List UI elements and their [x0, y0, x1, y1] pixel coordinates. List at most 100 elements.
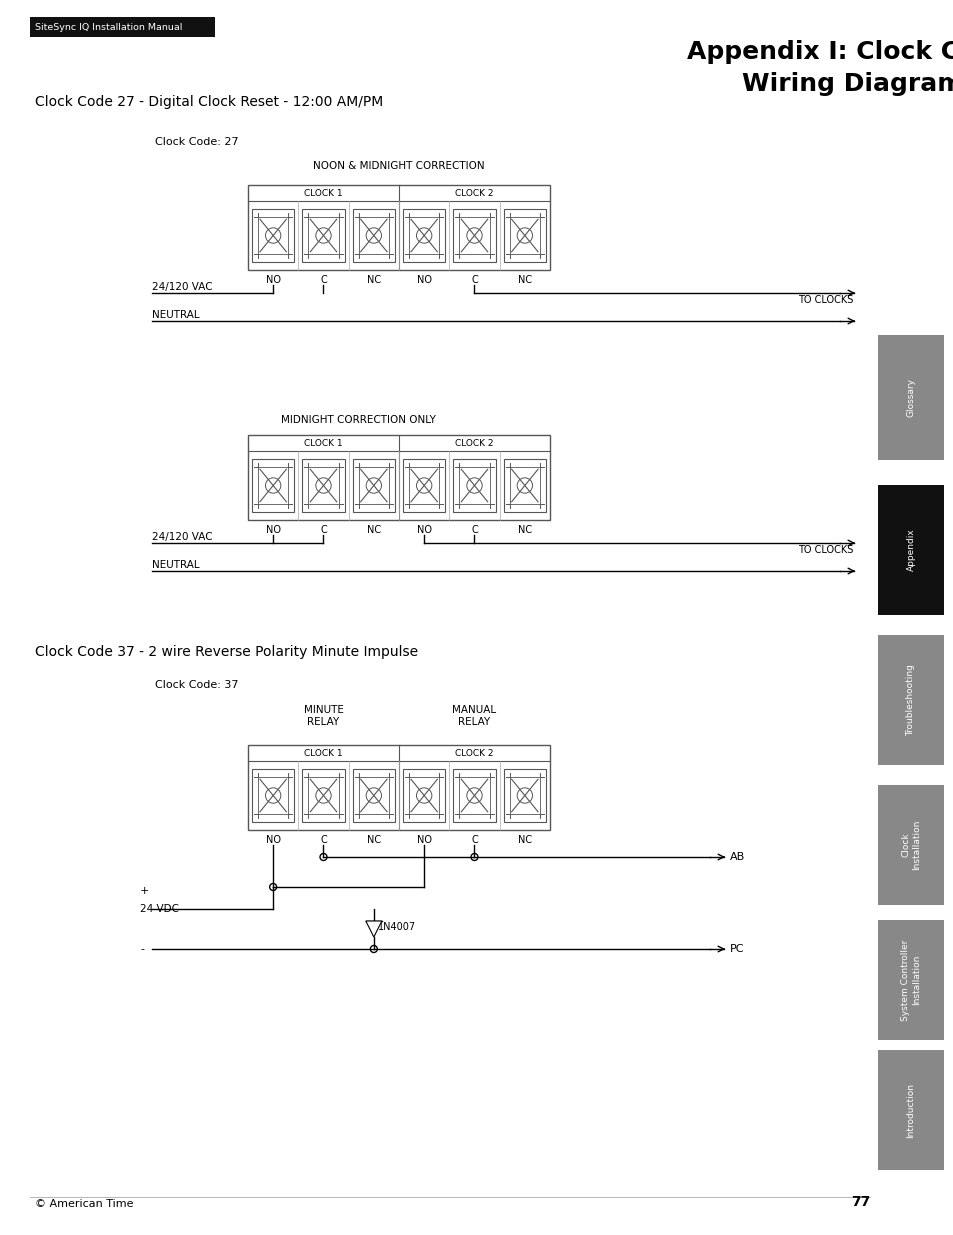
Text: NOON & MIDNIGHT CORRECTION: NOON & MIDNIGHT CORRECTION [313, 161, 484, 170]
Text: CLOCK 1: CLOCK 1 [304, 438, 342, 447]
Bar [503, 209, 545, 262]
Text: C: C [471, 275, 477, 285]
Text: C: C [471, 525, 477, 535]
Text: Clock Code 37 - 2 wire Reverse Polarity Minute Impulse: Clock Code 37 - 2 wire Reverse Polarity … [35, 645, 417, 659]
Text: C: C [471, 835, 477, 845]
Bar [458, 217, 489, 254]
Text: CLOCK 2: CLOCK 2 [455, 748, 494, 757]
Text: System Controller
Installation: System Controller Installation [901, 940, 920, 1020]
Bar [453, 768, 496, 823]
Text: 77: 77 [850, 1195, 869, 1209]
Bar [353, 209, 395, 262]
Text: NEUTRAL: NEUTRAL [152, 310, 199, 320]
Bar [358, 217, 389, 254]
Text: 1N4007: 1N4007 [377, 923, 416, 932]
Text: © American Time: © American Time [35, 1199, 133, 1209]
Bar [409, 467, 439, 504]
Text: C: C [320, 835, 327, 845]
Text: 24/120 VAC: 24/120 VAC [152, 532, 213, 542]
Bar [877, 485, 943, 615]
Bar [302, 458, 344, 513]
Text: Glossary: Glossary [905, 378, 915, 417]
Text: Appendix I: Clock Circuit: Appendix I: Clock Circuit [686, 40, 953, 64]
Bar [302, 209, 344, 262]
Text: NO: NO [416, 525, 431, 535]
Text: TO CLOCKS: TO CLOCKS [797, 545, 852, 555]
Text: 24 VDC: 24 VDC [140, 904, 179, 914]
Bar [409, 777, 439, 814]
Bar [308, 467, 338, 504]
Text: NC: NC [517, 835, 532, 845]
Bar [353, 458, 395, 513]
Bar [30, 17, 214, 37]
Bar [358, 777, 389, 814]
Text: NO: NO [416, 275, 431, 285]
Text: C: C [320, 525, 327, 535]
Polygon shape [365, 921, 381, 937]
Text: NC: NC [517, 275, 532, 285]
Bar [252, 458, 294, 513]
Text: Troubleshooting: Troubleshooting [905, 664, 915, 736]
Text: C: C [320, 275, 327, 285]
Text: Introduction: Introduction [905, 1083, 915, 1137]
Bar [503, 768, 545, 823]
Text: 24/120 VAC: 24/120 VAC [152, 282, 213, 291]
Text: NC: NC [366, 525, 380, 535]
Bar [308, 217, 338, 254]
Bar [503, 458, 545, 513]
Bar [877, 335, 943, 459]
Bar [409, 217, 439, 254]
Text: MINUTE
RELAY: MINUTE RELAY [303, 705, 343, 726]
Bar [257, 217, 288, 254]
Text: MANUAL
RELAY: MANUAL RELAY [452, 705, 497, 726]
Text: NC: NC [366, 835, 380, 845]
Text: CLOCK 1: CLOCK 1 [304, 748, 342, 757]
Bar [509, 467, 539, 504]
Text: NO: NO [265, 525, 280, 535]
Text: CLOCK 1: CLOCK 1 [304, 189, 342, 198]
Bar [248, 435, 550, 520]
Text: TO CLOCKS: TO CLOCKS [797, 295, 852, 305]
Bar [402, 209, 445, 262]
Bar [509, 777, 539, 814]
Bar [302, 768, 344, 823]
Text: Clock Code: 37: Clock Code: 37 [154, 680, 238, 690]
Bar [402, 458, 445, 513]
Text: CLOCK 2: CLOCK 2 [455, 438, 494, 447]
Text: Appendix: Appendix [905, 529, 915, 572]
Bar [358, 467, 389, 504]
Bar [453, 458, 496, 513]
Text: NO: NO [416, 835, 431, 845]
Bar [877, 1050, 943, 1170]
Bar [257, 467, 288, 504]
Text: AB: AB [729, 852, 744, 862]
Bar [453, 209, 496, 262]
Bar [877, 920, 943, 1040]
Text: PC: PC [729, 944, 743, 953]
Bar [353, 768, 395, 823]
Bar [248, 745, 550, 830]
Text: NO: NO [265, 835, 280, 845]
Text: NO: NO [265, 275, 280, 285]
Bar [458, 777, 489, 814]
Text: -: - [140, 944, 144, 953]
Bar [509, 217, 539, 254]
Bar [252, 209, 294, 262]
Bar [458, 467, 489, 504]
Bar [257, 777, 288, 814]
Text: SiteSync IQ Installation Manual: SiteSync IQ Installation Manual [35, 22, 182, 32]
Text: +: + [140, 885, 150, 897]
Text: Clock
Installation: Clock Installation [901, 820, 920, 871]
Bar [252, 768, 294, 823]
Bar [248, 185, 550, 270]
Text: NEUTRAL: NEUTRAL [152, 559, 199, 571]
Bar [308, 777, 338, 814]
Text: Clock Code: 27: Clock Code: 27 [154, 137, 238, 147]
Text: CLOCK 2: CLOCK 2 [455, 189, 494, 198]
Text: MIDNIGHT CORRECTION ONLY: MIDNIGHT CORRECTION ONLY [280, 415, 435, 425]
Text: NC: NC [517, 525, 532, 535]
Text: Clock Code 27 - Digital Clock Reset - 12:00 AM/PM: Clock Code 27 - Digital Clock Reset - 12… [35, 95, 383, 109]
Text: NC: NC [366, 275, 380, 285]
Bar [877, 785, 943, 905]
Bar [877, 635, 943, 764]
